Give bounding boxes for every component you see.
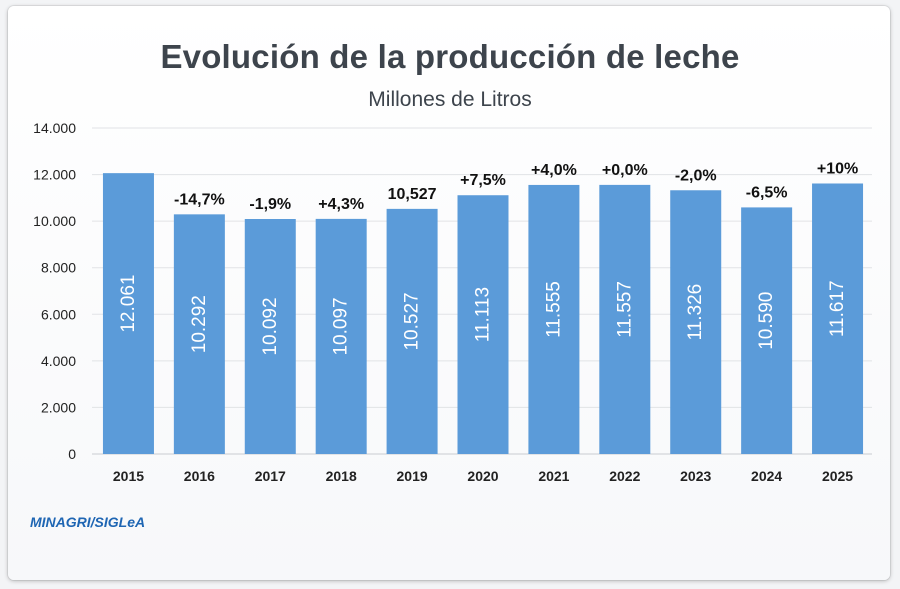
chart-subtitle: Millones de Litros [368, 88, 532, 111]
bar-change-label: +0,0% [602, 162, 648, 179]
bar-value-label: 10.097 [331, 297, 352, 355]
bar-2025 [812, 183, 864, 454]
bar-value-label: 12.061 [118, 275, 139, 333]
bar-value-label: 11.326 [685, 284, 706, 341]
y-tick-label: 10.000 [33, 213, 76, 229]
bar-change-label: +4,0% [531, 162, 577, 179]
bar-value-label: 11.617 [827, 280, 848, 337]
bar-2022 [599, 184, 651, 454]
bars: 12.061 10.292 -14,7% 10.092 -1,9% 10.097 +4,3%… [102, 160, 864, 455]
y-tick-label: 8.000 [41, 260, 76, 276]
bar-2018 [315, 218, 367, 454]
y-tick-label: 2.000 [41, 399, 76, 415]
bar-value-label: 11.557 [614, 281, 635, 338]
x-tick-label: 2017 [255, 468, 286, 484]
bar-change-label: +7,5% [460, 172, 506, 189]
y-tick-label: 14.000 [33, 120, 76, 136]
bar-value-label: 10.590 [756, 292, 777, 350]
bar-change-label: -6,5% [746, 184, 788, 201]
bar-2024 [741, 207, 793, 454]
bar-2021 [528, 184, 580, 454]
x-tick-label: 2024 [751, 468, 782, 484]
bar-2023 [670, 190, 722, 455]
source-label: MINAGRI/SIGLeA [30, 514, 146, 530]
y-axis-ticks: 0 2.000 4.000 6.000 8.000 10.000 12.000 14.000 [33, 120, 76, 462]
bar-2015 [102, 173, 154, 454]
x-tick-label: 2018 [326, 468, 357, 484]
bar-change-label: +4,3% [318, 196, 364, 213]
chart-title: Evolución de la producción de leche [160, 38, 740, 75]
bar-value-label: 11.555 [543, 281, 564, 338]
x-tick-label: 2016 [184, 468, 215, 484]
y-tick-label: 12.000 [33, 167, 76, 183]
bar-2016 [173, 214, 225, 454]
x-tick-label: 2020 [467, 468, 498, 484]
bar-value-label: 10.292 [189, 295, 210, 353]
x-tick-label: 2019 [397, 468, 428, 484]
bar-value-label: 10.527 [402, 292, 423, 350]
y-tick-label: 4.000 [41, 353, 76, 369]
bar-value-label: 11.113 [473, 287, 494, 342]
bar-2020 [457, 195, 509, 454]
bar-change-label: +10% [817, 160, 858, 177]
bar-2017 [244, 219, 296, 454]
bar-change-label: 10,527 [388, 186, 437, 203]
x-tick-label: 2022 [609, 468, 640, 484]
bar-change-label: -1,9% [249, 196, 291, 213]
bar-change-label: -14,7% [174, 191, 225, 208]
bar-2019 [386, 208, 438, 454]
x-tick-label: 2023 [680, 468, 711, 484]
x-tick-label: 2021 [538, 468, 569, 484]
x-tick-label: 2015 [113, 468, 144, 484]
bar-value-label: 10.092 [260, 297, 281, 355]
x-axis-ticks: 2015 2016 2017 2018 2019 2020 2021 2022 2023 2024… [113, 468, 853, 484]
y-tick-label: 6.000 [41, 306, 76, 322]
bar-change-label: -2,0% [675, 167, 717, 184]
y-tick-label: 0 [68, 446, 76, 462]
x-tick-label: 2025 [822, 468, 853, 484]
